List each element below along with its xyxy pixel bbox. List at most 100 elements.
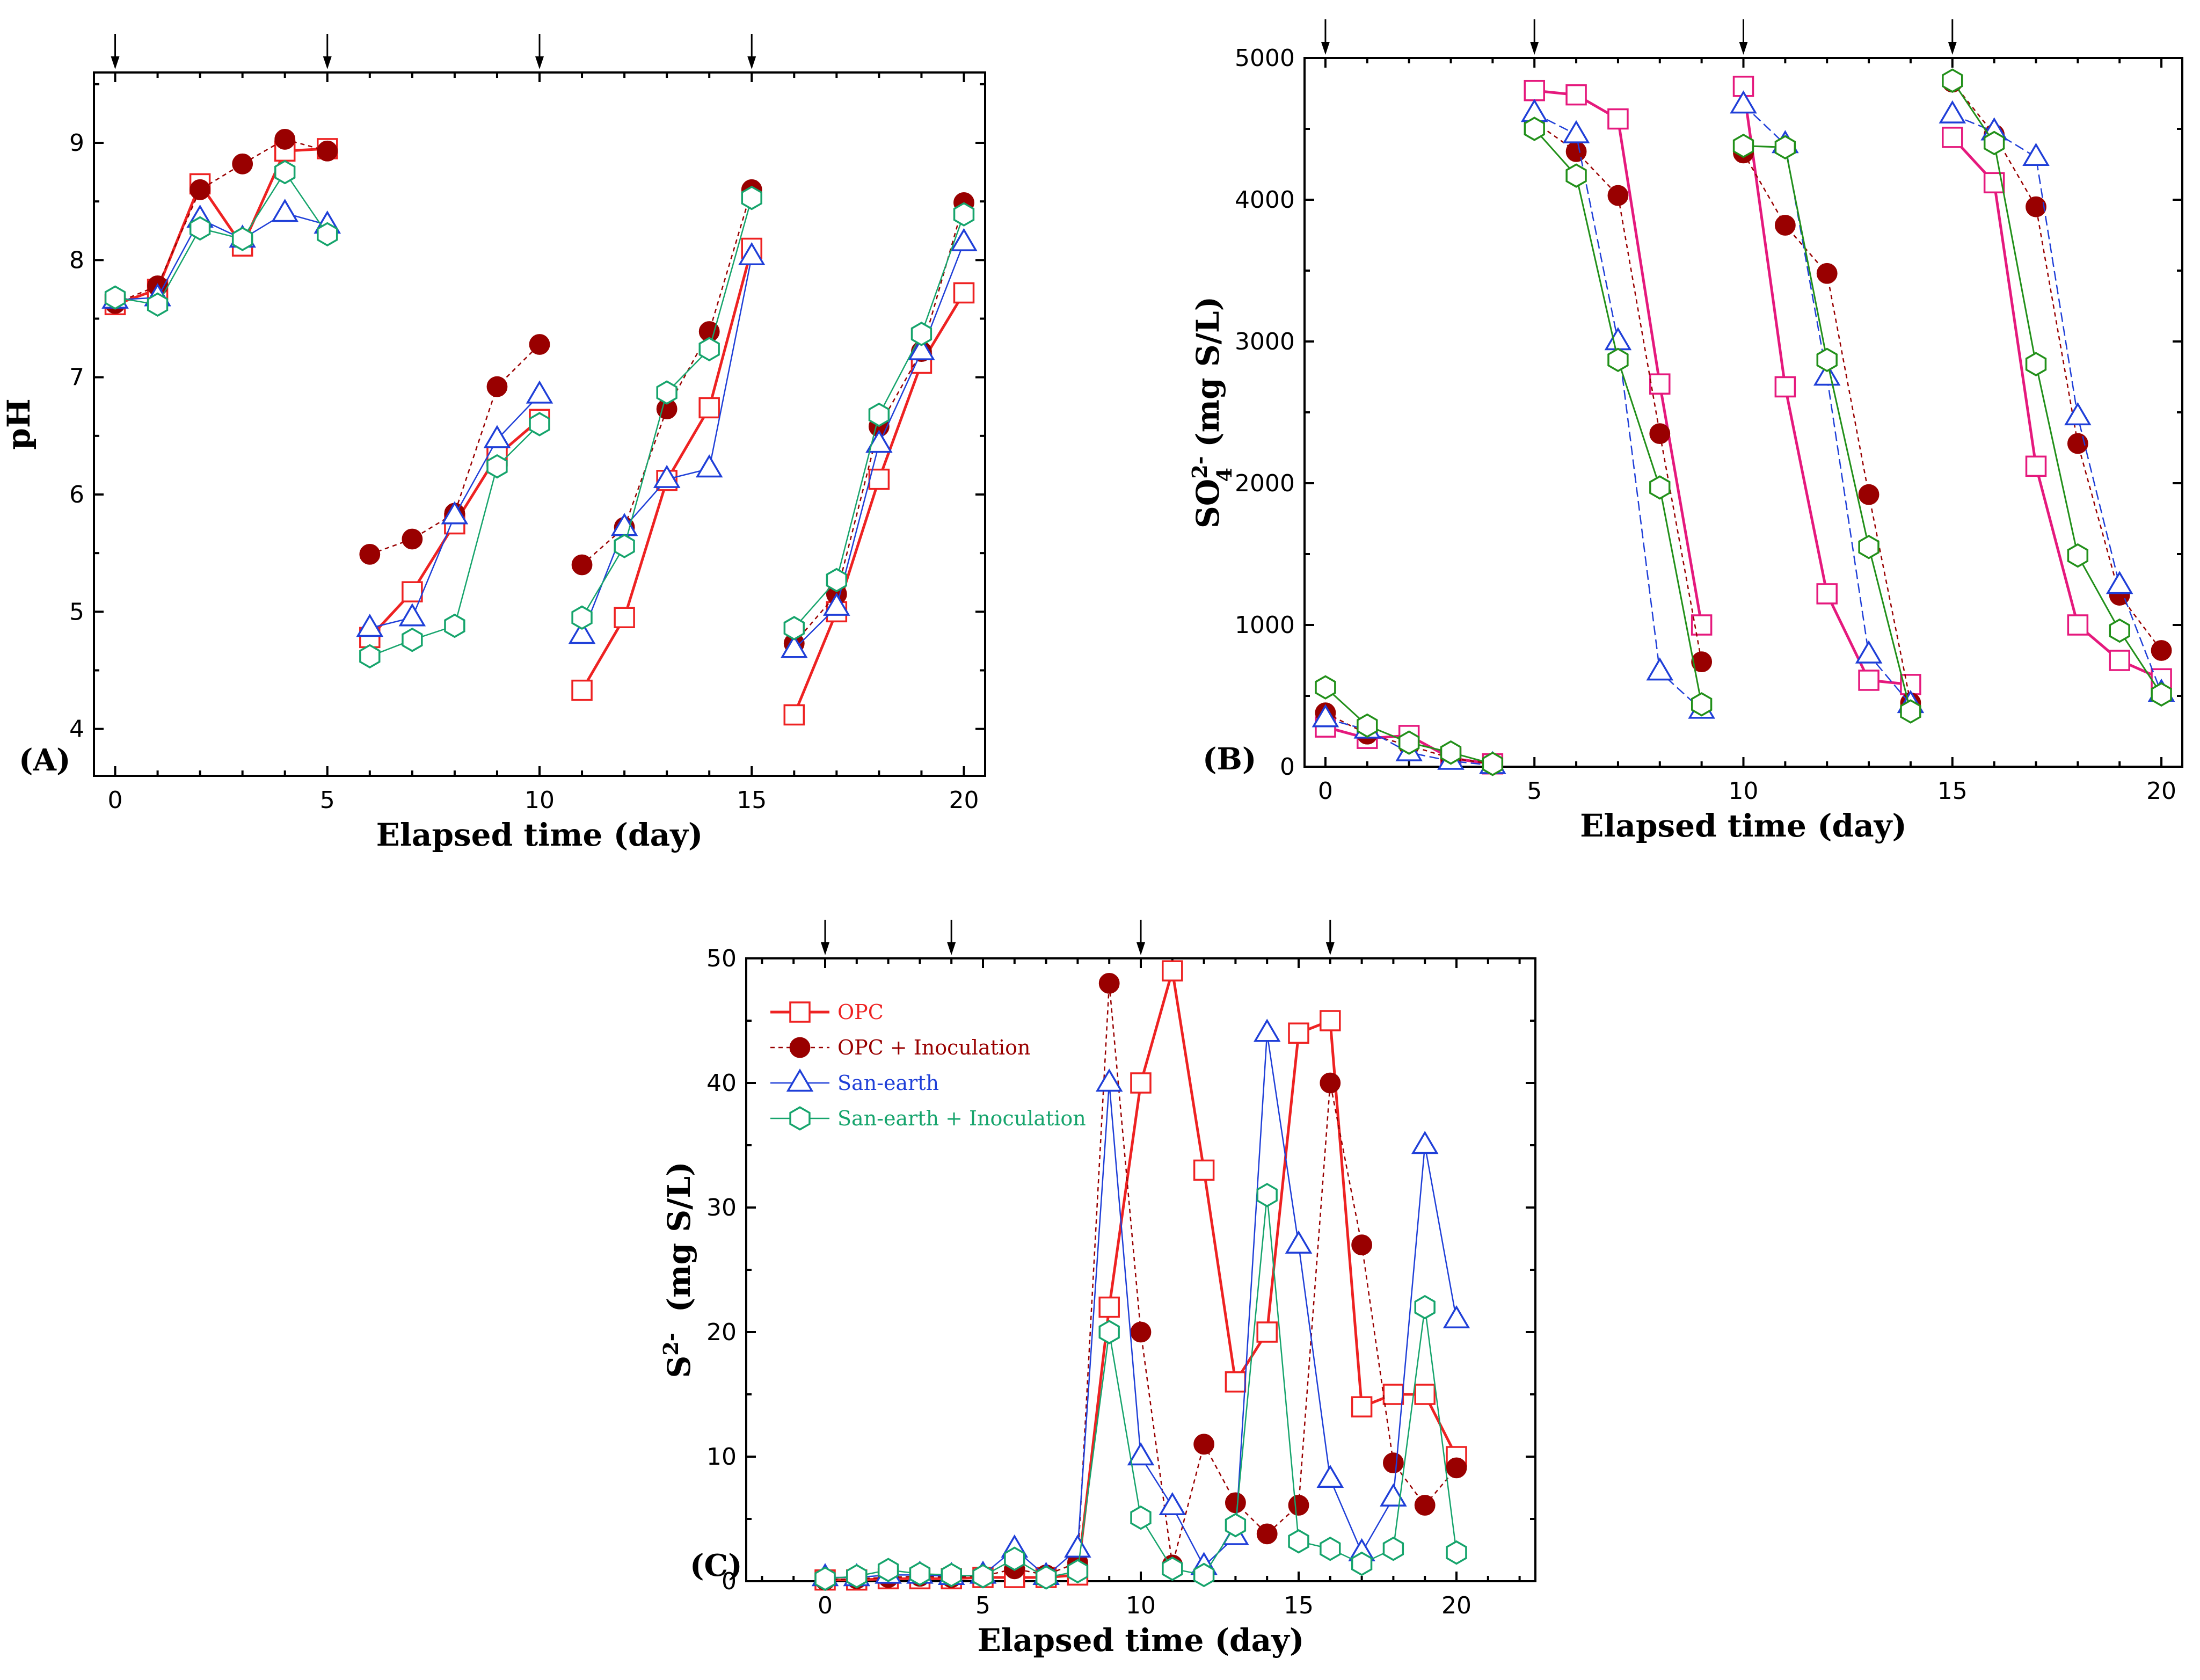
data-point-san-earth-inoculation bbox=[1225, 1512, 1247, 1538]
data-point-san-earth bbox=[1159, 1492, 1186, 1516]
x-tick-label: 15 bbox=[737, 787, 767, 814]
data-point-san-earth-inoculation bbox=[1816, 347, 1838, 373]
y-axis-title: SO2-4 (mg S/L) bbox=[1188, 296, 1236, 528]
data-point-opc-inoculation bbox=[1816, 263, 1838, 284]
data-point-opc bbox=[2025, 455, 2047, 477]
data-point-san-earth-inoculation bbox=[698, 337, 720, 361]
data-point-opc bbox=[1193, 1159, 1215, 1181]
y-tick-label: 6 bbox=[69, 481, 84, 508]
data-point-san-earth-inoculation bbox=[972, 1563, 994, 1589]
feed-arrow-head bbox=[821, 942, 829, 955]
data-point-san-earth-inoculation bbox=[1035, 1565, 1057, 1590]
data-point-opc-inoculation bbox=[2151, 640, 2172, 661]
data-point-san-earth-inoculation bbox=[826, 568, 848, 593]
data-point-san-earth-inoculation bbox=[1098, 1320, 1120, 1344]
data-point-opc bbox=[1162, 960, 1183, 981]
data-point-opc-inoculation bbox=[1565, 141, 1587, 162]
data-point-san-earth bbox=[1730, 90, 1757, 114]
x-tick-label: 20 bbox=[1441, 1592, 1471, 1619]
data-point-san-earth bbox=[1285, 1230, 1313, 1254]
data-point-san-earth bbox=[2106, 571, 2133, 594]
y-tick-label: 1000 bbox=[1235, 612, 1295, 639]
data-point-san-earth bbox=[1604, 327, 1632, 351]
data-point-opc bbox=[1351, 1396, 1373, 1417]
data-point-san-earth bbox=[2064, 402, 2092, 426]
data-point-san-earth-inoculation bbox=[189, 216, 211, 241]
y-tick-label: 7 bbox=[69, 364, 84, 391]
x-tick-label: 10 bbox=[524, 787, 555, 814]
data-point-opc bbox=[2067, 614, 2089, 636]
series-line-san-earth-inoculation bbox=[1743, 145, 1912, 712]
data-point-san-earth bbox=[271, 199, 298, 222]
data-point-san-earth bbox=[1253, 1019, 1281, 1042]
data-point-opc-inoculation bbox=[1446, 1457, 1467, 1479]
data-point-san-earth-inoculation bbox=[868, 402, 890, 427]
data-point-san-earth-inoculation bbox=[571, 605, 593, 630]
y-tick-label: 9 bbox=[69, 129, 84, 157]
series-san-earth bbox=[1312, 90, 2175, 774]
data-point-san-earth-inoculation bbox=[1398, 730, 1420, 755]
x-axis-title: Elapsed time (day) bbox=[376, 817, 703, 853]
data-point-opc bbox=[1816, 583, 1838, 605]
data-point-san-earth bbox=[1316, 1464, 1344, 1488]
feed-arrow-head bbox=[111, 56, 120, 69]
series-san-earth-inoculation bbox=[104, 159, 975, 669]
data-point-opc-inoculation bbox=[317, 140, 338, 162]
data-point-san-earth-inoculation bbox=[1446, 1540, 1467, 1565]
y-axis-title: S2- (mg S/L) bbox=[659, 1161, 697, 1378]
x-tick-label: 0 bbox=[818, 1592, 833, 1619]
data-point-san-earth-inoculation bbox=[1565, 163, 1587, 188]
feed-arrow-head bbox=[323, 56, 332, 69]
x-tick-label: 20 bbox=[949, 787, 979, 814]
data-point-san-earth-inoculation bbox=[529, 412, 550, 437]
data-point-san-earth-inoculation bbox=[1357, 713, 1378, 738]
data-point-opc-inoculation bbox=[1320, 1072, 1341, 1094]
data-point-san-earth-inoculation bbox=[486, 454, 508, 479]
chart-panel-c: 0 5 10 15 20 0 10 20 30 40 50 Elapsed time (day) S2-… bbox=[659, 920, 1536, 1659]
x-tick-label: 20 bbox=[2146, 777, 2176, 805]
data-point-san-earth bbox=[823, 592, 850, 616]
data-point-san-earth-inoculation bbox=[814, 1566, 836, 1591]
data-point-san-earth-inoculation bbox=[614, 534, 635, 558]
data-point-opc-inoculation bbox=[1351, 1234, 1373, 1256]
data-point-san-earth-inoculation bbox=[1482, 751, 1504, 776]
series-line-san-earth-inoculation bbox=[115, 171, 328, 306]
data-point-san-earth bbox=[1939, 100, 1966, 123]
legend-marker-opc-inoculation bbox=[789, 1037, 811, 1058]
data-point-san-earth bbox=[1095, 1068, 1123, 1092]
legend-label-san-earth-inoculation: San-earth + Inoculation bbox=[837, 1107, 1086, 1130]
y-tick-label: 30 bbox=[706, 1194, 737, 1221]
data-point-opc-inoculation bbox=[1288, 1495, 1309, 1516]
legend-marker-san-earth bbox=[786, 1068, 814, 1092]
data-point-opc bbox=[1774, 376, 1796, 398]
data-point-opc-inoculation bbox=[1098, 973, 1120, 994]
data-point-opc bbox=[1607, 108, 1629, 130]
data-point-san-earth-inoculation bbox=[274, 159, 296, 185]
data-point-opc bbox=[1565, 84, 1587, 106]
data-point-san-earth bbox=[1127, 1442, 1155, 1466]
series-line-san-earth bbox=[115, 212, 328, 301]
data-point-opc-inoculation bbox=[1414, 1495, 1436, 1516]
x-tick-label: 0 bbox=[1318, 777, 1333, 805]
data-point-opc-inoculation bbox=[1691, 651, 1713, 673]
x-tick-label: 10 bbox=[1729, 777, 1759, 805]
data-point-san-earth bbox=[356, 614, 384, 637]
data-point-san-earth-inoculation bbox=[1524, 117, 1545, 141]
data-point-san-earth bbox=[526, 380, 553, 404]
data-point-san-earth bbox=[1855, 640, 1883, 664]
y-tick-label: 50 bbox=[706, 945, 737, 972]
data-point-san-earth-inoculation bbox=[656, 380, 678, 405]
data-point-san-earth bbox=[1064, 1534, 1091, 1558]
series-line-opc bbox=[792, 292, 965, 716]
data-point-san-earth-inoculation bbox=[2025, 352, 2047, 376]
series-line-opc bbox=[114, 147, 327, 306]
data-point-opc-inoculation bbox=[1256, 1523, 1278, 1545]
data-point-san-earth-inoculation bbox=[953, 202, 975, 227]
panel-label: (C) bbox=[690, 1548, 742, 1583]
data-point-opc-inoculation bbox=[1649, 423, 1671, 444]
data-point-san-earth-inoculation bbox=[1004, 1546, 1025, 1571]
data-point-san-earth-inoculation bbox=[909, 1561, 931, 1586]
data-point-san-earth-inoculation bbox=[1193, 1562, 1215, 1588]
legend-label-opc: OPC bbox=[837, 1000, 884, 1024]
data-point-san-earth bbox=[441, 501, 469, 525]
